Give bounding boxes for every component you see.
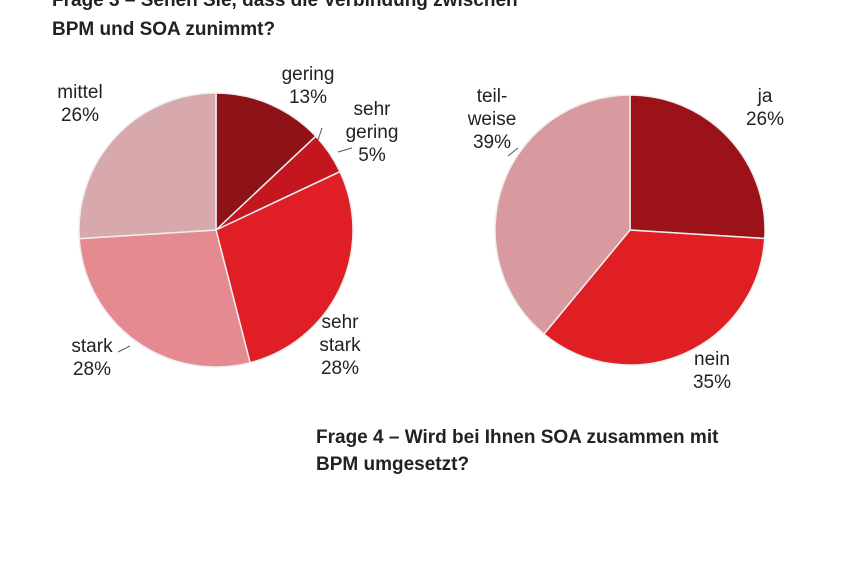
pie-slice	[542, 229, 766, 366]
slice-label: ja	[757, 86, 773, 107]
value-label: 39%	[473, 132, 511, 153]
slice-label: sehr gering	[346, 99, 399, 143]
value-label: 28%	[321, 358, 359, 379]
pie-slice	[215, 92, 317, 232]
chart-title: BPM umgesetzt?	[316, 454, 469, 475]
pie-slice	[494, 94, 631, 336]
pie-slice	[629, 94, 766, 240]
leader-lines	[117, 127, 519, 353]
value-label: 26%	[746, 109, 784, 130]
pie-slice	[78, 229, 251, 368]
slice-label: stark	[71, 336, 113, 357]
pie-slice	[78, 92, 217, 240]
slice-label: mittel	[57, 82, 102, 103]
value-label: 35%	[693, 372, 731, 393]
chart-title: BPM und SOA zunimmt?	[52, 19, 275, 40]
chart-title: Frage 3 – Sehen Sie, dass die Verbindung…	[52, 0, 518, 11]
slice-label: nein	[694, 349, 730, 370]
slice-label: sehr stark	[319, 312, 361, 356]
value-label: 13%	[289, 87, 327, 108]
pie-slice	[215, 170, 354, 364]
slice-label: teil-weise	[467, 86, 517, 130]
value-label: 5%	[358, 145, 386, 166]
slice-label: gering	[282, 64, 335, 85]
value-label: 28%	[73, 359, 111, 380]
chart-title: Frage 4 – Wird bei Ihnen SOA zusammen mi…	[316, 427, 719, 448]
value-label: 26%	[61, 105, 99, 126]
